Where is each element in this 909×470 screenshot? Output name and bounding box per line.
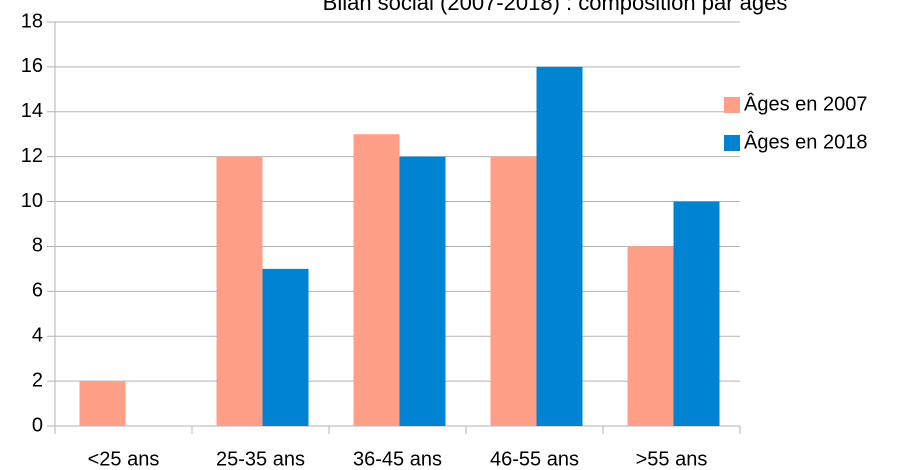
x-tick-label: <25 ans — [88, 448, 160, 470]
legend-label: Âges en 2018 — [744, 130, 867, 153]
x-tick-label: >55 ans — [636, 448, 708, 470]
y-tick-label: 18 — [21, 10, 43, 32]
y-tick-label: 4 — [32, 325, 43, 347]
bar — [262, 268, 309, 426]
bar — [216, 156, 263, 426]
bar — [627, 246, 674, 426]
x-tick-label: 36-45 ans — [353, 448, 442, 470]
bar — [536, 66, 583, 426]
x-tick-label: 25-35 ans — [216, 448, 305, 470]
y-tick-label: 0 — [32, 414, 43, 436]
bar — [79, 381, 126, 426]
y-tick-label: 8 — [32, 235, 43, 257]
y-tick-label: 6 — [32, 280, 43, 302]
chart-title: Bilan social (2007-2018) : composition p… — [323, 0, 788, 15]
legend-swatch — [724, 135, 740, 151]
y-tick-label: 2 — [32, 369, 43, 391]
legend-swatch — [724, 97, 740, 113]
y-tick-label: 12 — [21, 145, 43, 167]
bar — [399, 156, 446, 426]
x-tick-label: 46-55 ans — [490, 448, 579, 470]
y-tick-label: 16 — [21, 55, 43, 77]
bar — [353, 134, 400, 426]
y-tick-label: 10 — [21, 190, 43, 212]
y-tick-label: 14 — [21, 100, 43, 122]
bar — [490, 156, 537, 426]
legend-label: Âges en 2007 — [744, 92, 867, 115]
bar — [673, 201, 720, 426]
